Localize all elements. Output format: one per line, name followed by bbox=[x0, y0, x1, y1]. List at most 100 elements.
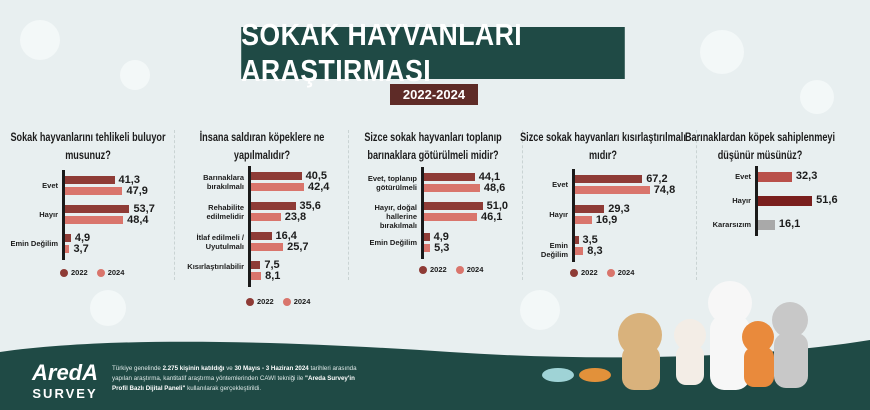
data-label: 3,7 bbox=[73, 243, 89, 255]
category-label: Hayır bbox=[39, 210, 58, 219]
legend-label: 2024 bbox=[617, 268, 635, 277]
orange-cat bbox=[742, 321, 774, 353]
category-label: Emin Değilim bbox=[10, 239, 58, 248]
legend-label: 2022 bbox=[430, 265, 447, 274]
methodology-note: Türkiye genelinde 2.275 kişinin katıldığ… bbox=[112, 365, 357, 392]
legend-swatch bbox=[570, 268, 578, 277]
bar-2022 bbox=[251, 261, 261, 269]
bar-2024 bbox=[424, 184, 480, 192]
bar-2024 bbox=[251, 183, 304, 191]
category-label: İtlaf edilmeli / Uyutulmalı bbox=[196, 233, 244, 251]
data-label: 8,1 bbox=[265, 270, 281, 282]
chart-axis bbox=[572, 169, 575, 262]
chart-axis bbox=[62, 170, 65, 260]
bar-2022 bbox=[65, 176, 115, 184]
category-label: Emin Değilim bbox=[540, 241, 568, 259]
chart-axis bbox=[248, 166, 251, 287]
data-label: 42,4 bbox=[308, 181, 330, 193]
data-label: 51,0 bbox=[486, 200, 509, 212]
legend-label: 2022 bbox=[581, 268, 598, 277]
legend: 2022 2024 bbox=[60, 268, 130, 277]
legend-swatch bbox=[455, 265, 464, 274]
data-label: 8,3 bbox=[587, 245, 603, 257]
legend-label: 2024 bbox=[293, 297, 311, 306]
white-dog bbox=[708, 281, 752, 325]
chart-title: Barınaklardan köpek sahiplenmeyi düşünür… bbox=[684, 130, 836, 162]
category-label: Hayır bbox=[549, 210, 568, 219]
legend-label: 2022 bbox=[71, 268, 88, 277]
data-label: 32,3 bbox=[795, 170, 818, 182]
data-label: 29,3 bbox=[608, 203, 630, 215]
category-label: Emin Değilim bbox=[369, 238, 417, 247]
legend-swatch bbox=[419, 265, 427, 274]
category-label: Hayır bbox=[732, 196, 751, 205]
bar-2024 bbox=[251, 272, 262, 280]
bar-2024 bbox=[575, 216, 592, 224]
data-label: 23,8 bbox=[284, 211, 307, 223]
legend-label: 2024 bbox=[466, 265, 484, 274]
page-title: SOKAK HAYVANLARI ARAŞTIRMASI bbox=[241, 17, 625, 88]
panel-divider bbox=[174, 130, 175, 280]
legend-swatch bbox=[96, 268, 105, 277]
bar-value bbox=[758, 196, 813, 206]
bar-2024 bbox=[575, 247, 584, 255]
data-label: 3,5 bbox=[582, 234, 598, 246]
bar-2022 bbox=[251, 232, 272, 240]
data-label: 51,6 bbox=[816, 194, 838, 206]
category-label: Evet bbox=[735, 172, 751, 181]
panel-divider bbox=[696, 130, 697, 280]
legend-label: 2022 bbox=[257, 297, 274, 306]
white-cat bbox=[674, 319, 706, 351]
category-label: Kararsızım bbox=[712, 220, 751, 229]
bar-2022 bbox=[424, 202, 483, 210]
chart-title: İnsana saldıran köpeklere ne yapılmalıdı… bbox=[199, 130, 325, 162]
bar-2022 bbox=[424, 233, 430, 241]
category-label: Evet, toplanıp götürülmeli bbox=[367, 174, 417, 192]
data-label: 44,1 bbox=[478, 171, 501, 183]
legend: 2022 2024 bbox=[570, 268, 640, 277]
category-label: Evet bbox=[552, 180, 568, 189]
data-label: 74,8 bbox=[653, 184, 676, 196]
data-label: 40,5 bbox=[305, 170, 328, 182]
bar-2024 bbox=[424, 213, 477, 221]
category-label: Kısırlaştırılabilir bbox=[187, 262, 244, 271]
data-label: 25,7 bbox=[287, 241, 309, 253]
chart-title: Sokak hayvanlarını tehlikeli buluyor mus… bbox=[10, 130, 166, 162]
data-label: 67,2 bbox=[646, 173, 668, 185]
legend-label: 2024 bbox=[107, 268, 125, 277]
legend: 2022 2024 bbox=[419, 265, 489, 274]
bar-2024 bbox=[575, 186, 650, 194]
data-label: 46,1 bbox=[481, 211, 503, 223]
data-label: 4,9 bbox=[433, 231, 449, 243]
bar-2024 bbox=[65, 187, 123, 195]
bar-value bbox=[758, 220, 775, 230]
bar-2022 bbox=[575, 236, 579, 244]
data-label: 41,3 bbox=[118, 174, 140, 186]
panel-divider bbox=[348, 130, 349, 280]
data-label: 16,4 bbox=[275, 230, 297, 242]
data-label: 53,7 bbox=[133, 203, 155, 215]
bar-2022 bbox=[575, 175, 643, 183]
legend-swatch bbox=[246, 297, 254, 306]
bar-2022 bbox=[65, 234, 71, 242]
data-label: 48,6 bbox=[483, 182, 506, 194]
bar-2022 bbox=[251, 172, 302, 180]
areda-survey-logo: AredA SURVEY bbox=[32, 360, 99, 401]
chart-axis bbox=[421, 167, 424, 259]
data-label: 48,4 bbox=[127, 214, 149, 226]
chart-title: Sizce sokak hayvanları kısırlaştırılmalı… bbox=[520, 130, 686, 162]
category-label: Rehabilite edilmelidir bbox=[206, 203, 244, 221]
data-label: 16,1 bbox=[778, 218, 801, 230]
category-label: Hayır, doğal hallerine bırakılmalı bbox=[374, 203, 417, 230]
bar-2022 bbox=[65, 205, 130, 213]
bar-2022 bbox=[424, 173, 475, 181]
category-label: Evet bbox=[42, 181, 58, 190]
data-label: 47,9 bbox=[126, 185, 148, 197]
legend-swatch bbox=[282, 297, 291, 306]
bar-2024 bbox=[251, 243, 284, 251]
data-label: 7,5 bbox=[264, 259, 280, 271]
bar-2024 bbox=[65, 216, 124, 224]
bar-value bbox=[758, 172, 792, 182]
food-bowl bbox=[579, 368, 611, 382]
data-label: 5,3 bbox=[434, 242, 450, 254]
